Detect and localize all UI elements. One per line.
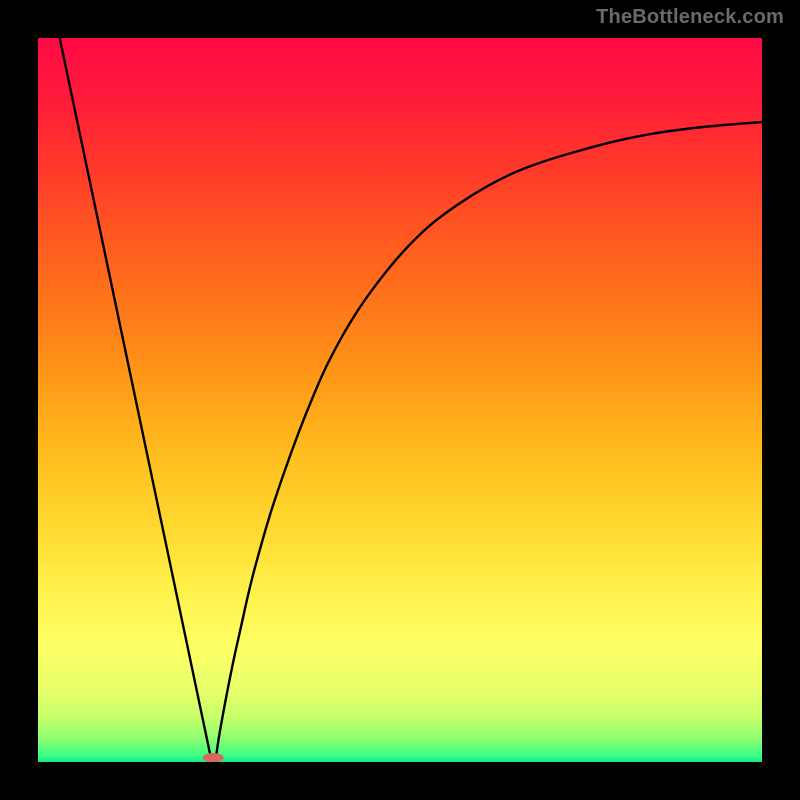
chart-frame: TheBottleneck.com [0, 0, 800, 800]
gradient-background [38, 38, 762, 762]
minimum-marker [203, 753, 224, 762]
watermark-label: TheBottleneck.com [596, 6, 784, 29]
plot-area [38, 38, 762, 762]
chart-svg [38, 38, 762, 762]
